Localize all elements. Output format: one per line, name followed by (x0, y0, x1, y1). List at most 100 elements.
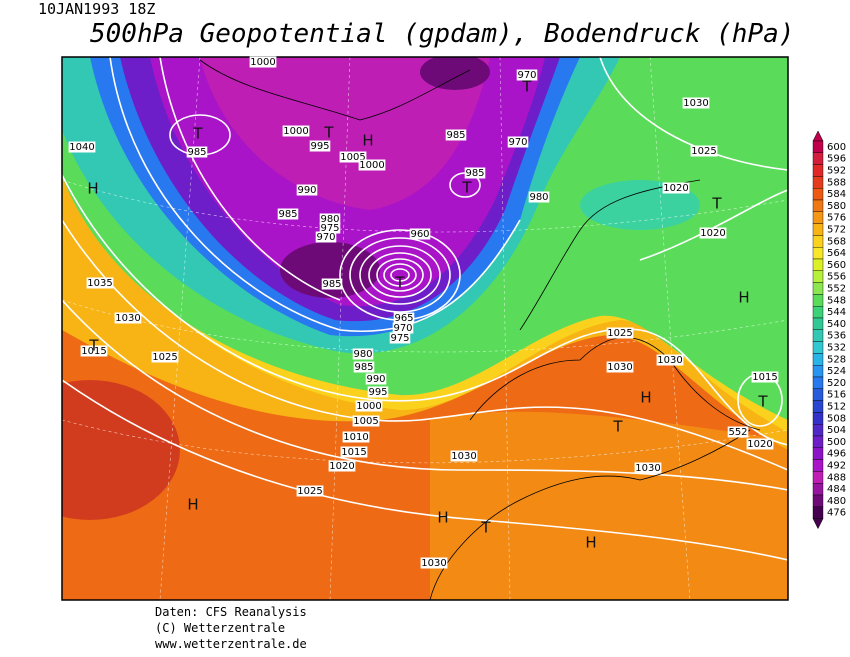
pressure-center: H (362, 132, 373, 150)
legend-label: 552 (827, 284, 846, 295)
isobar-label-bg (392, 322, 414, 334)
isobar-label: 1030 (635, 463, 660, 474)
legend-label: 544 (827, 307, 846, 318)
isobar-label: 975 (390, 333, 409, 344)
pressure-center: T (757, 393, 768, 411)
isobar-label-bg (682, 97, 710, 109)
isobar-label-bg (516, 69, 538, 81)
legend-swatch (812, 471, 824, 484)
legend-label: 484 (827, 484, 846, 495)
legend-swatch (812, 400, 824, 413)
legend-label: 492 (827, 461, 846, 472)
isobar-label: 980 (529, 192, 548, 203)
isobar-label-bg (339, 151, 367, 163)
isobar-label-bg (606, 327, 634, 339)
legend-swatch (812, 388, 824, 401)
isobar-label-bg (393, 312, 415, 324)
isobar-label-bg (151, 351, 179, 363)
isobar-label: 1025 (152, 352, 177, 363)
isobar-label-bg (445, 129, 467, 141)
isobar-label-bg (528, 191, 550, 203)
legend-swatch (812, 235, 824, 248)
legend-swatch (812, 306, 824, 319)
legend-label: 480 (827, 496, 846, 507)
legend-swatch (812, 199, 824, 213)
isobar-label-bg (699, 227, 727, 239)
isobar-label: 1025 (607, 328, 632, 339)
legend-label: 488 (827, 472, 846, 483)
isobar-label: 990 (297, 185, 316, 196)
title: 500hPa Geopotential (gpdam), Bodendruck … (90, 19, 794, 49)
isobar-label-bg (352, 415, 380, 427)
legend-swatch (812, 140, 824, 154)
isobar-label: 1015 (341, 447, 366, 458)
legend-label: 556 (827, 272, 846, 283)
legend-arrow (812, 130, 824, 142)
legend-swatch (812, 187, 824, 201)
legend-label: 504 (827, 425, 846, 436)
isobar-label: 970 (316, 232, 335, 243)
isobar-label: 985 (354, 362, 373, 373)
isobar-label: 965 (394, 313, 413, 324)
legend-label: 596 (827, 154, 846, 165)
legend-label: 560 (827, 260, 846, 271)
isobar-label-bg (86, 277, 114, 289)
footer-line: www.wetterzentrale.de (155, 637, 307, 651)
isobar-label: 970 (393, 323, 412, 334)
pressure-center: T (88, 337, 99, 355)
isobar-label-bg (367, 386, 389, 398)
legend-swatch (812, 246, 824, 260)
isobar-label: 985 (465, 168, 484, 179)
legend-swatch (812, 412, 824, 425)
isobar-label: 1035 (87, 278, 112, 289)
isobar-label: 990 (366, 374, 385, 385)
pressure-center: H (585, 534, 596, 552)
isobar-label-bg (319, 222, 341, 234)
legend-label: 496 (827, 449, 846, 460)
legend-swatch (812, 459, 824, 472)
isobar-label: 1040 (69, 142, 94, 153)
legend-label: 520 (827, 378, 846, 389)
isobar-label: 985 (322, 279, 341, 290)
isobar-label: 1030 (421, 558, 446, 569)
pressure-center: H (738, 289, 749, 307)
isobar-label: 985 (187, 147, 206, 158)
isobar-label-bg (114, 312, 142, 324)
legend-swatch (812, 164, 824, 177)
isobar-label-bg (186, 146, 208, 158)
isobar-label: 1030 (607, 362, 632, 373)
legend-label: 576 (827, 213, 846, 224)
legend-label: 512 (827, 402, 846, 413)
isobar-label: 985 (446, 130, 465, 141)
isobar-label: 1010 (343, 432, 368, 443)
isobar-label: 1020 (700, 228, 725, 239)
isobar-label-bg (68, 141, 96, 153)
isobar-label-bg (353, 361, 375, 373)
isobar-label-bg (352, 348, 374, 360)
isobar-label-bg (282, 125, 310, 137)
isobar-label-bg (309, 140, 331, 152)
pressure-center: H (87, 180, 98, 198)
isobar-label-bg (80, 345, 108, 357)
isobar-label: 1020 (663, 183, 688, 194)
isobar-label-bg (690, 145, 718, 157)
isobar-label: 1020 (747, 439, 772, 450)
map-frame (61, 56, 789, 601)
isobar-label-bg (634, 462, 662, 474)
isobar-label-bg (342, 431, 370, 443)
legend-swatch (812, 282, 824, 295)
isobar-label-bg (249, 56, 277, 68)
isobar-label-bg (409, 228, 431, 240)
legend-label: 588 (827, 177, 846, 188)
legend-label: 568 (827, 236, 846, 247)
isobar-label-bg (727, 426, 749, 438)
isobar-label-bg (358, 159, 386, 171)
isobar-label-bg (464, 167, 486, 179)
isobar-label: 1025 (297, 486, 322, 497)
legend-swatch (812, 317, 824, 331)
legend-swatch (812, 506, 824, 519)
isobar-label: 1015 (81, 346, 106, 357)
map-field (62, 57, 788, 600)
legend-label: 580 (827, 201, 846, 212)
